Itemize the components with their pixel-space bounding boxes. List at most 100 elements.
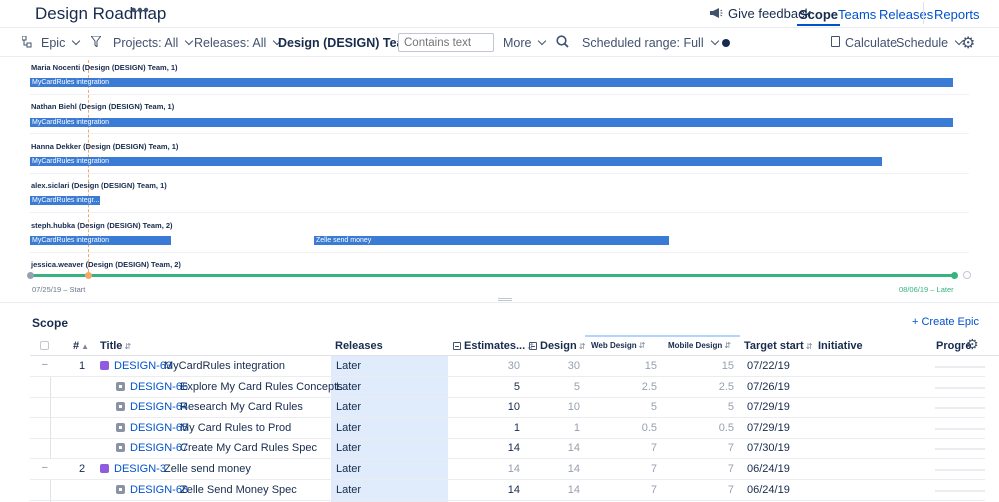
estimate-cell[interactable]: 10: [507, 401, 520, 413]
issue-summary[interactable]: Create My Card Rules Spec: [180, 442, 317, 454]
create-epic-button[interactable]: + Create Epic: [912, 316, 979, 328]
estimate-cell[interactable]: 5: [513, 381, 520, 393]
timeline-bar[interactable]: MyCardRules integration: [30, 157, 882, 166]
target-start-cell[interactable]: 07/22/19: [747, 360, 790, 372]
estimate-cell[interactable]: 1: [513, 422, 520, 434]
column-web-design-label: Web Design: [591, 341, 637, 350]
target-start-cell[interactable]: 07/29/19: [747, 422, 790, 434]
column-header-estimates[interactable]: Estimates... ⇵: [453, 340, 534, 352]
web-design-estimate-cell[interactable]: 2.5: [641, 381, 657, 393]
mobile-design-estimate-cell[interactable]: 15: [721, 360, 734, 372]
issue-summary[interactable]: MyCardRules integration: [164, 360, 286, 372]
issue-key-link[interactable]: DESIGN-67: [130, 442, 189, 454]
estimate-cell[interactable]: 30: [507, 360, 520, 372]
select-all-checkbox[interactable]: [40, 341, 49, 350]
range-end-handle[interactable]: [951, 272, 958, 279]
target-start-cell[interactable]: 06/24/19: [747, 484, 790, 496]
column-settings-gear-icon[interactable]: ⚙: [966, 336, 979, 352]
timeline-bar[interactable]: Zelle send money: [314, 236, 669, 245]
release-cell[interactable]: Later: [336, 422, 362, 434]
column-header-initiative[interactable]: Initiative: [818, 340, 863, 352]
release-cell[interactable]: Later: [336, 484, 362, 496]
web-design-estimate-cell[interactable]: 7: [650, 442, 657, 454]
timeline-bar[interactable]: MyCardRules integr...: [30, 196, 100, 205]
column-header-rank[interactable]: # ▲: [73, 340, 89, 352]
schedule-dropdown[interactable]: Schedule: [896, 36, 964, 50]
search-icon[interactable]: [556, 35, 569, 48]
issue-key-link[interactable]: DESIGN-68: [130, 484, 189, 496]
column-header-target-start[interactable]: Target start ⇵: [744, 340, 812, 352]
release-cell[interactable]: Later: [336, 401, 362, 413]
issue-summary[interactable]: Zelle Send Money Spec: [180, 484, 297, 496]
issue-summary[interactable]: Explore My Card Rules Concepts: [180, 381, 343, 393]
mobile-design-estimate-cell[interactable]: 7: [727, 463, 734, 475]
release-cell[interactable]: Later: [336, 381, 362, 393]
more-actions-button[interactable]: •••: [131, 2, 150, 19]
hierarchy-dropdown[interactable]: Epic: [41, 36, 81, 50]
web-design-estimate-cell[interactable]: 7: [650, 463, 657, 475]
web-design-estimate-cell[interactable]: 5: [650, 401, 657, 413]
column-header-progress[interactable]: Progre: [936, 340, 972, 352]
tab-teams[interactable]: Teams: [838, 7, 877, 22]
mobile-design-estimate-cell[interactable]: 2.5: [718, 381, 734, 393]
give-feedback-button[interactable]: Give feedback: [709, 6, 811, 21]
mobile-design-estimate-cell[interactable]: 5: [727, 401, 734, 413]
issue-key-link[interactable]: DESIGN-66: [130, 381, 189, 393]
web-design-estimate-cell[interactable]: 0.5: [641, 422, 657, 434]
settings-gear-icon[interactable]: ⚙: [961, 35, 976, 52]
release-cell[interactable]: Later: [336, 360, 362, 372]
issue-key-link[interactable]: DESIGN-64: [130, 401, 189, 413]
team-filter[interactable]: Design (DESIGN) Team: [278, 36, 430, 50]
column-header-mobile-design[interactable]: Mobile Design ⇵: [668, 341, 731, 350]
releases-filter[interactable]: Releases: All: [194, 36, 282, 50]
calculate-button[interactable]: Calculate: [845, 36, 898, 50]
issue-summary[interactable]: My Card Rules to Prod: [180, 422, 292, 434]
target-start-cell[interactable]: 06/24/19: [747, 463, 790, 475]
range-start-handle[interactable]: [27, 272, 34, 279]
timeline-range-slider[interactable]: [30, 274, 954, 277]
text-filter-input[interactable]: [398, 33, 494, 52]
mobile-design-estimate-cell[interactable]: 0.5: [718, 422, 734, 434]
release-cell[interactable]: Later: [336, 463, 362, 475]
mobile-design-estimate-cell[interactable]: 7: [727, 442, 734, 454]
timeline-bar[interactable]: MyCardRules integration: [30, 236, 171, 245]
timeline-bar[interactable]: MyCardRules integration: [30, 118, 953, 127]
column-header-design[interactable]: Design ⇵: [529, 340, 585, 352]
timeline-bar[interactable]: MyCardRules integration: [30, 78, 953, 87]
epic-row[interactable]: – 1 DESIGN-63 MyCardRules integration Later 3…: [30, 356, 985, 377]
epic-row[interactable]: – 2 DESIGN-3 Zelle send money Later 14 14 7 7 06/…: [30, 459, 985, 480]
projects-filter[interactable]: Projects: All: [113, 36, 194, 50]
scheduled-range-dropdown[interactable]: Scheduled range: Full: [582, 36, 730, 50]
target-start-cell[interactable]: 07/26/19: [747, 381, 790, 393]
column-header-web-design[interactable]: Web Design ⇵: [591, 341, 645, 350]
tab-reports[interactable]: Reports: [934, 7, 980, 22]
collapse-toggle-icon[interactable]: –: [42, 462, 48, 473]
issue-key-link[interactable]: DESIGN-3: [114, 463, 166, 475]
more-filters-dropdown[interactable]: More: [503, 36, 547, 50]
story-row[interactable]: DESIGN-68 Zelle Send Money Spec Later 14 14 7…: [30, 480, 985, 501]
collapse-toggle-icon[interactable]: –: [42, 359, 48, 370]
resize-handle[interactable]: [498, 298, 512, 301]
story-row[interactable]: DESIGN-67 Create My Card Rules Spec Later 1…: [30, 438, 985, 459]
issue-key-link[interactable]: DESIGN-63: [114, 360, 173, 372]
story-row[interactable]: DESIGN-66 Explore My Card Rules Concepts L…: [30, 377, 985, 398]
story-row[interactable]: DESIGN-65 My Card Rules to Prod Later 1 1 0.5…: [30, 418, 985, 439]
estimate-cell[interactable]: 14: [507, 463, 520, 475]
web-design-estimate-cell[interactable]: 15: [644, 360, 657, 372]
mobile-design-estimate-cell[interactable]: 7: [727, 484, 734, 496]
web-design-estimate-cell[interactable]: 7: [650, 484, 657, 496]
target-start-cell[interactable]: 07/29/19: [747, 401, 790, 413]
column-header-title[interactable]: Title ⇵: [100, 340, 131, 352]
target-start-cell[interactable]: 07/30/19: [747, 442, 790, 454]
issue-summary[interactable]: Research My Card Rules: [180, 401, 303, 413]
issue-key-link[interactable]: DESIGN-65: [130, 422, 189, 434]
range-extend-handle[interactable]: [963, 271, 971, 279]
issue-summary[interactable]: Zelle send money: [164, 463, 251, 475]
tab-scope[interactable]: Scope: [796, 7, 841, 26]
tab-releases[interactable]: Releases: [879, 7, 934, 22]
column-header-releases[interactable]: Releases: [335, 340, 383, 352]
estimate-cell[interactable]: 14: [507, 442, 520, 454]
story-row[interactable]: DESIGN-64 Research My Card Rules Later 10 10…: [30, 397, 985, 418]
release-cell[interactable]: Later: [336, 442, 362, 454]
estimate-cell[interactable]: 14: [507, 484, 520, 496]
